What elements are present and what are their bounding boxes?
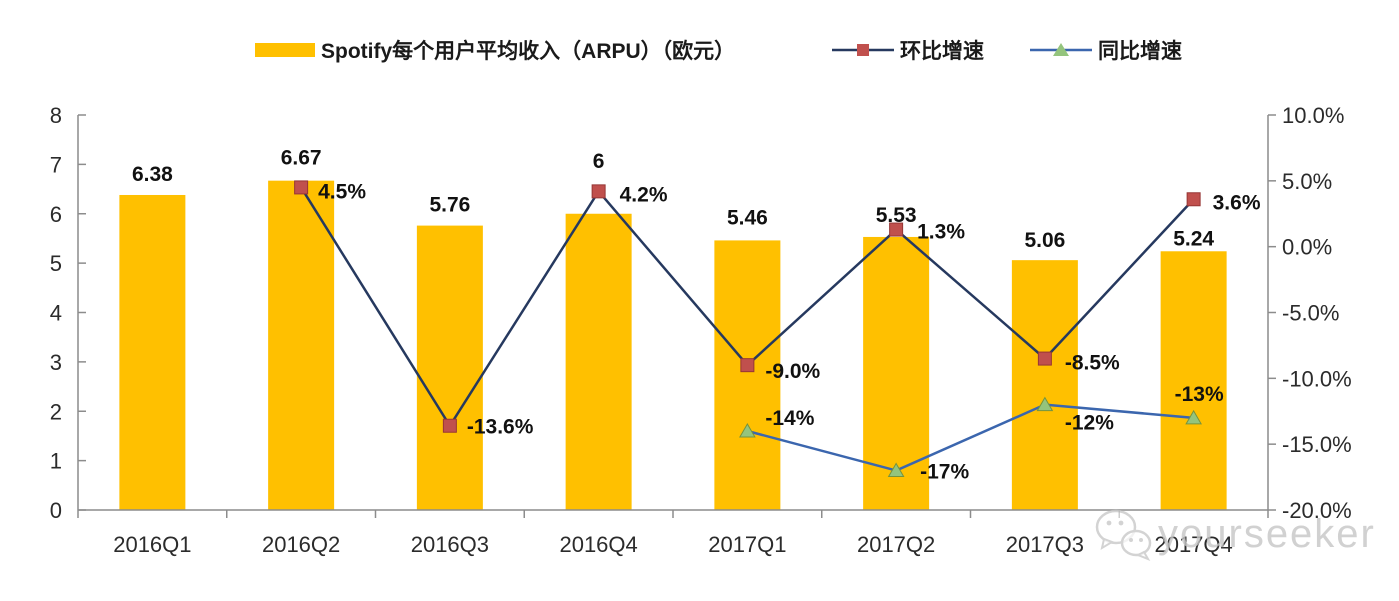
left-axis-tick-label: 6: [50, 202, 62, 227]
point-value-label: 4.5%: [318, 180, 366, 203]
category-label: 2017Q1: [708, 532, 786, 557]
legend-label-yoy: 同比增速: [1098, 40, 1182, 63]
point-value-label: -12%: [1065, 412, 1114, 435]
left-axis-tick-label: 1: [50, 449, 62, 474]
left-axis-tick-label: 5: [50, 251, 62, 276]
bar-value-label: 6.38: [132, 163, 173, 186]
bar-value-label: 5.53: [876, 204, 917, 227]
bar-value-label: 6.67: [281, 147, 322, 170]
category-label: 2017Q3: [1006, 532, 1084, 557]
bar-2016Q4: [565, 213, 632, 510]
legend-item-yoy: 同比增速: [1030, 36, 1182, 64]
bar-value-label: 5.06: [1024, 229, 1065, 252]
square-marker-2017Q4: [1186, 192, 1201, 207]
left-axis-tick-label: 4: [50, 301, 62, 326]
bar-value-label: 5.76: [429, 194, 470, 217]
square-marker-2017Q1: [740, 358, 755, 373]
legend-label-qoq: 环比增速: [900, 40, 984, 63]
point-value-label: -13%: [1175, 383, 1224, 406]
square-marker-2016Q3: [442, 418, 457, 433]
triangle-marker-2017Q3: [1036, 396, 1054, 412]
right-axis-tick-label: -10.0%: [1282, 366, 1352, 391]
right-axis-tick-label: -5.0%: [1282, 301, 1339, 326]
point-value-label: -9.0%: [765, 360, 820, 383]
qoq-legend-square-icon: [857, 44, 869, 56]
category-label: 2016Q1: [113, 532, 191, 557]
right-axis-tick-label: 5.0%: [1282, 169, 1332, 194]
left-axis-tick-label: 3: [50, 350, 62, 375]
left-axis-tick-label: 0: [50, 498, 62, 523]
triangle-marker-2017Q4: [1185, 409, 1202, 425]
triangle-marker-2017Q2: [887, 462, 905, 477]
qoq-line-marker-icon: [832, 44, 894, 56]
bar-swatch-icon: [255, 43, 315, 57]
yoy-line-marker-icon: [1030, 43, 1092, 56]
point-value-label: -13.6%: [467, 416, 534, 439]
legend-label-arpu: Spotify每个用户平均收入（ARPU）（欧元）: [321, 40, 736, 63]
category-label: 2017Q2: [857, 532, 935, 557]
legend-item-arpu: Spotify每个用户平均收入（ARPU）（欧元）: [255, 36, 735, 64]
bar-2016Q3: [416, 225, 483, 510]
triangle-marker-2017Q1: [739, 422, 756, 438]
line-同比增速: [747, 403, 1194, 472]
yoy-legend-triangle-icon: [1053, 43, 1069, 56]
bar-value-label: 5.24: [1173, 227, 1214, 250]
category-label: 2016Q3: [411, 532, 489, 557]
point-value-label: -8.5%: [1065, 352, 1120, 375]
right-axis-tick-label: -15.0%: [1282, 432, 1352, 457]
point-value-label: -17%: [920, 461, 969, 484]
square-marker-2017Q2: [889, 222, 904, 237]
arpu-legend-swatch: [255, 43, 315, 57]
left-axis-tick-label: 7: [50, 152, 62, 177]
square-marker-2016Q2: [294, 180, 309, 195]
square-marker-2017Q3: [1037, 351, 1052, 366]
point-value-label: -14%: [765, 407, 814, 430]
point-value-label: 4.2%: [620, 183, 668, 206]
square-marker-2016Q4: [591, 184, 606, 199]
category-label: 2016Q4: [559, 532, 637, 557]
legend-item-qoq: 环比增速: [832, 36, 984, 64]
left-axis-tick-label: 8: [50, 103, 62, 128]
right-axis-tick-label: -20.0%: [1282, 498, 1352, 523]
bar-2017Q1: [714, 240, 781, 510]
bar-2017Q4: [1160, 251, 1227, 510]
category-label: 2017Q4: [1154, 532, 1232, 557]
bar-value-label: 6: [593, 150, 605, 173]
category-label: 2016Q2: [262, 532, 340, 557]
bar-value-label: 5.46: [727, 206, 768, 229]
right-axis-tick-label: 10.0%: [1282, 103, 1344, 128]
right-axis-tick-label: 0.0%: [1282, 235, 1332, 260]
bar-2016Q2: [268, 180, 335, 510]
point-value-label: 3.6%: [1213, 191, 1261, 214]
bar-2016Q1: [119, 194, 186, 511]
left-axis-tick-label: 2: [50, 399, 62, 424]
bar-2017Q3: [1011, 260, 1078, 510]
point-value-label: 1.3%: [917, 221, 965, 244]
